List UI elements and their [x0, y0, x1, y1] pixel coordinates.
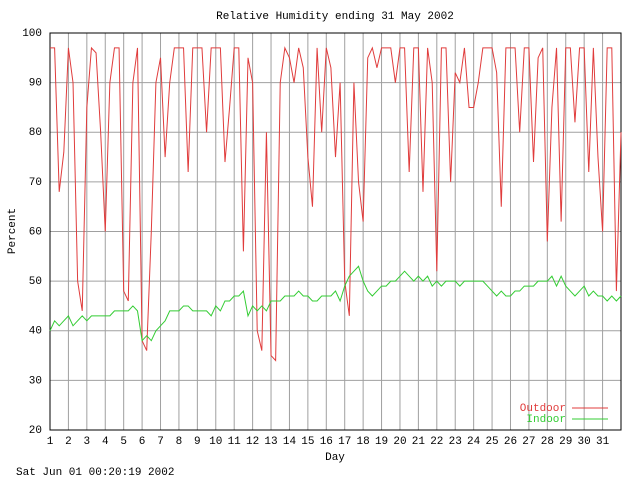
x-tick-label: 12	[246, 436, 259, 448]
x-tick-label: 22	[430, 436, 443, 448]
x-tick-label: 30	[578, 436, 591, 448]
chart-title: Relative Humidity ending 31 May 2002	[216, 11, 454, 23]
y-tick-label: 50	[29, 276, 42, 288]
y-tick-label: 80	[29, 127, 42, 139]
y-tick-label: 60	[29, 226, 42, 238]
y-axis-label: Percent	[7, 208, 19, 254]
series-line	[50, 46, 622, 362]
x-tick-label: 29	[559, 436, 572, 448]
x-tick-label: 11	[228, 436, 242, 448]
x-tick-label: 21	[412, 436, 426, 448]
x-tick-label: 1	[47, 436, 54, 448]
x-tick-label: 15	[301, 436, 314, 448]
y-tick-label: 70	[29, 177, 42, 189]
x-tick-label: 5	[120, 436, 127, 448]
x-tick-label: 24	[467, 436, 481, 448]
x-tick-label: 6	[139, 436, 146, 448]
x-tick-label: 2	[65, 436, 72, 448]
x-tick-label: 28	[541, 436, 554, 448]
y-tick-label: 100	[22, 28, 42, 40]
x-tick-label: 4	[102, 436, 109, 448]
x-tick-label: 25	[485, 436, 498, 448]
x-tick-label: 26	[504, 436, 517, 448]
footer-timestamp: Sat Jun 01 00:20:19 2002	[16, 467, 174, 479]
x-tick-label: 3	[84, 436, 91, 448]
x-tick-label: 17	[338, 436, 351, 448]
legend-label: Indoor	[526, 414, 566, 426]
y-tick-label: 40	[29, 326, 42, 338]
legend-label: Outdoor	[520, 403, 566, 415]
y-tick-label: 30	[29, 375, 42, 387]
y-tick-label: 90	[29, 78, 42, 90]
plot-border	[49, 32, 622, 431]
x-tick-label: 19	[375, 436, 388, 448]
x-tick-label: 10	[209, 436, 222, 448]
x-tick-label: 31	[596, 436, 610, 448]
x-tick-label: 8	[176, 436, 183, 448]
x-tick-label: 27	[522, 436, 535, 448]
x-tick-label: 20	[393, 436, 406, 448]
x-tick-label: 16	[320, 436, 333, 448]
x-tick-label: 14	[283, 436, 297, 448]
y-tick-label: 20	[29, 425, 42, 437]
x-tick-label: 13	[264, 436, 277, 448]
x-axis-label: Day	[325, 452, 345, 464]
x-tick-label: 7	[157, 436, 164, 448]
x-tick-label: 9	[194, 436, 201, 448]
series-line	[49, 265, 622, 342]
x-tick-label: 18	[357, 436, 370, 448]
x-tick-label: 23	[449, 436, 462, 448]
